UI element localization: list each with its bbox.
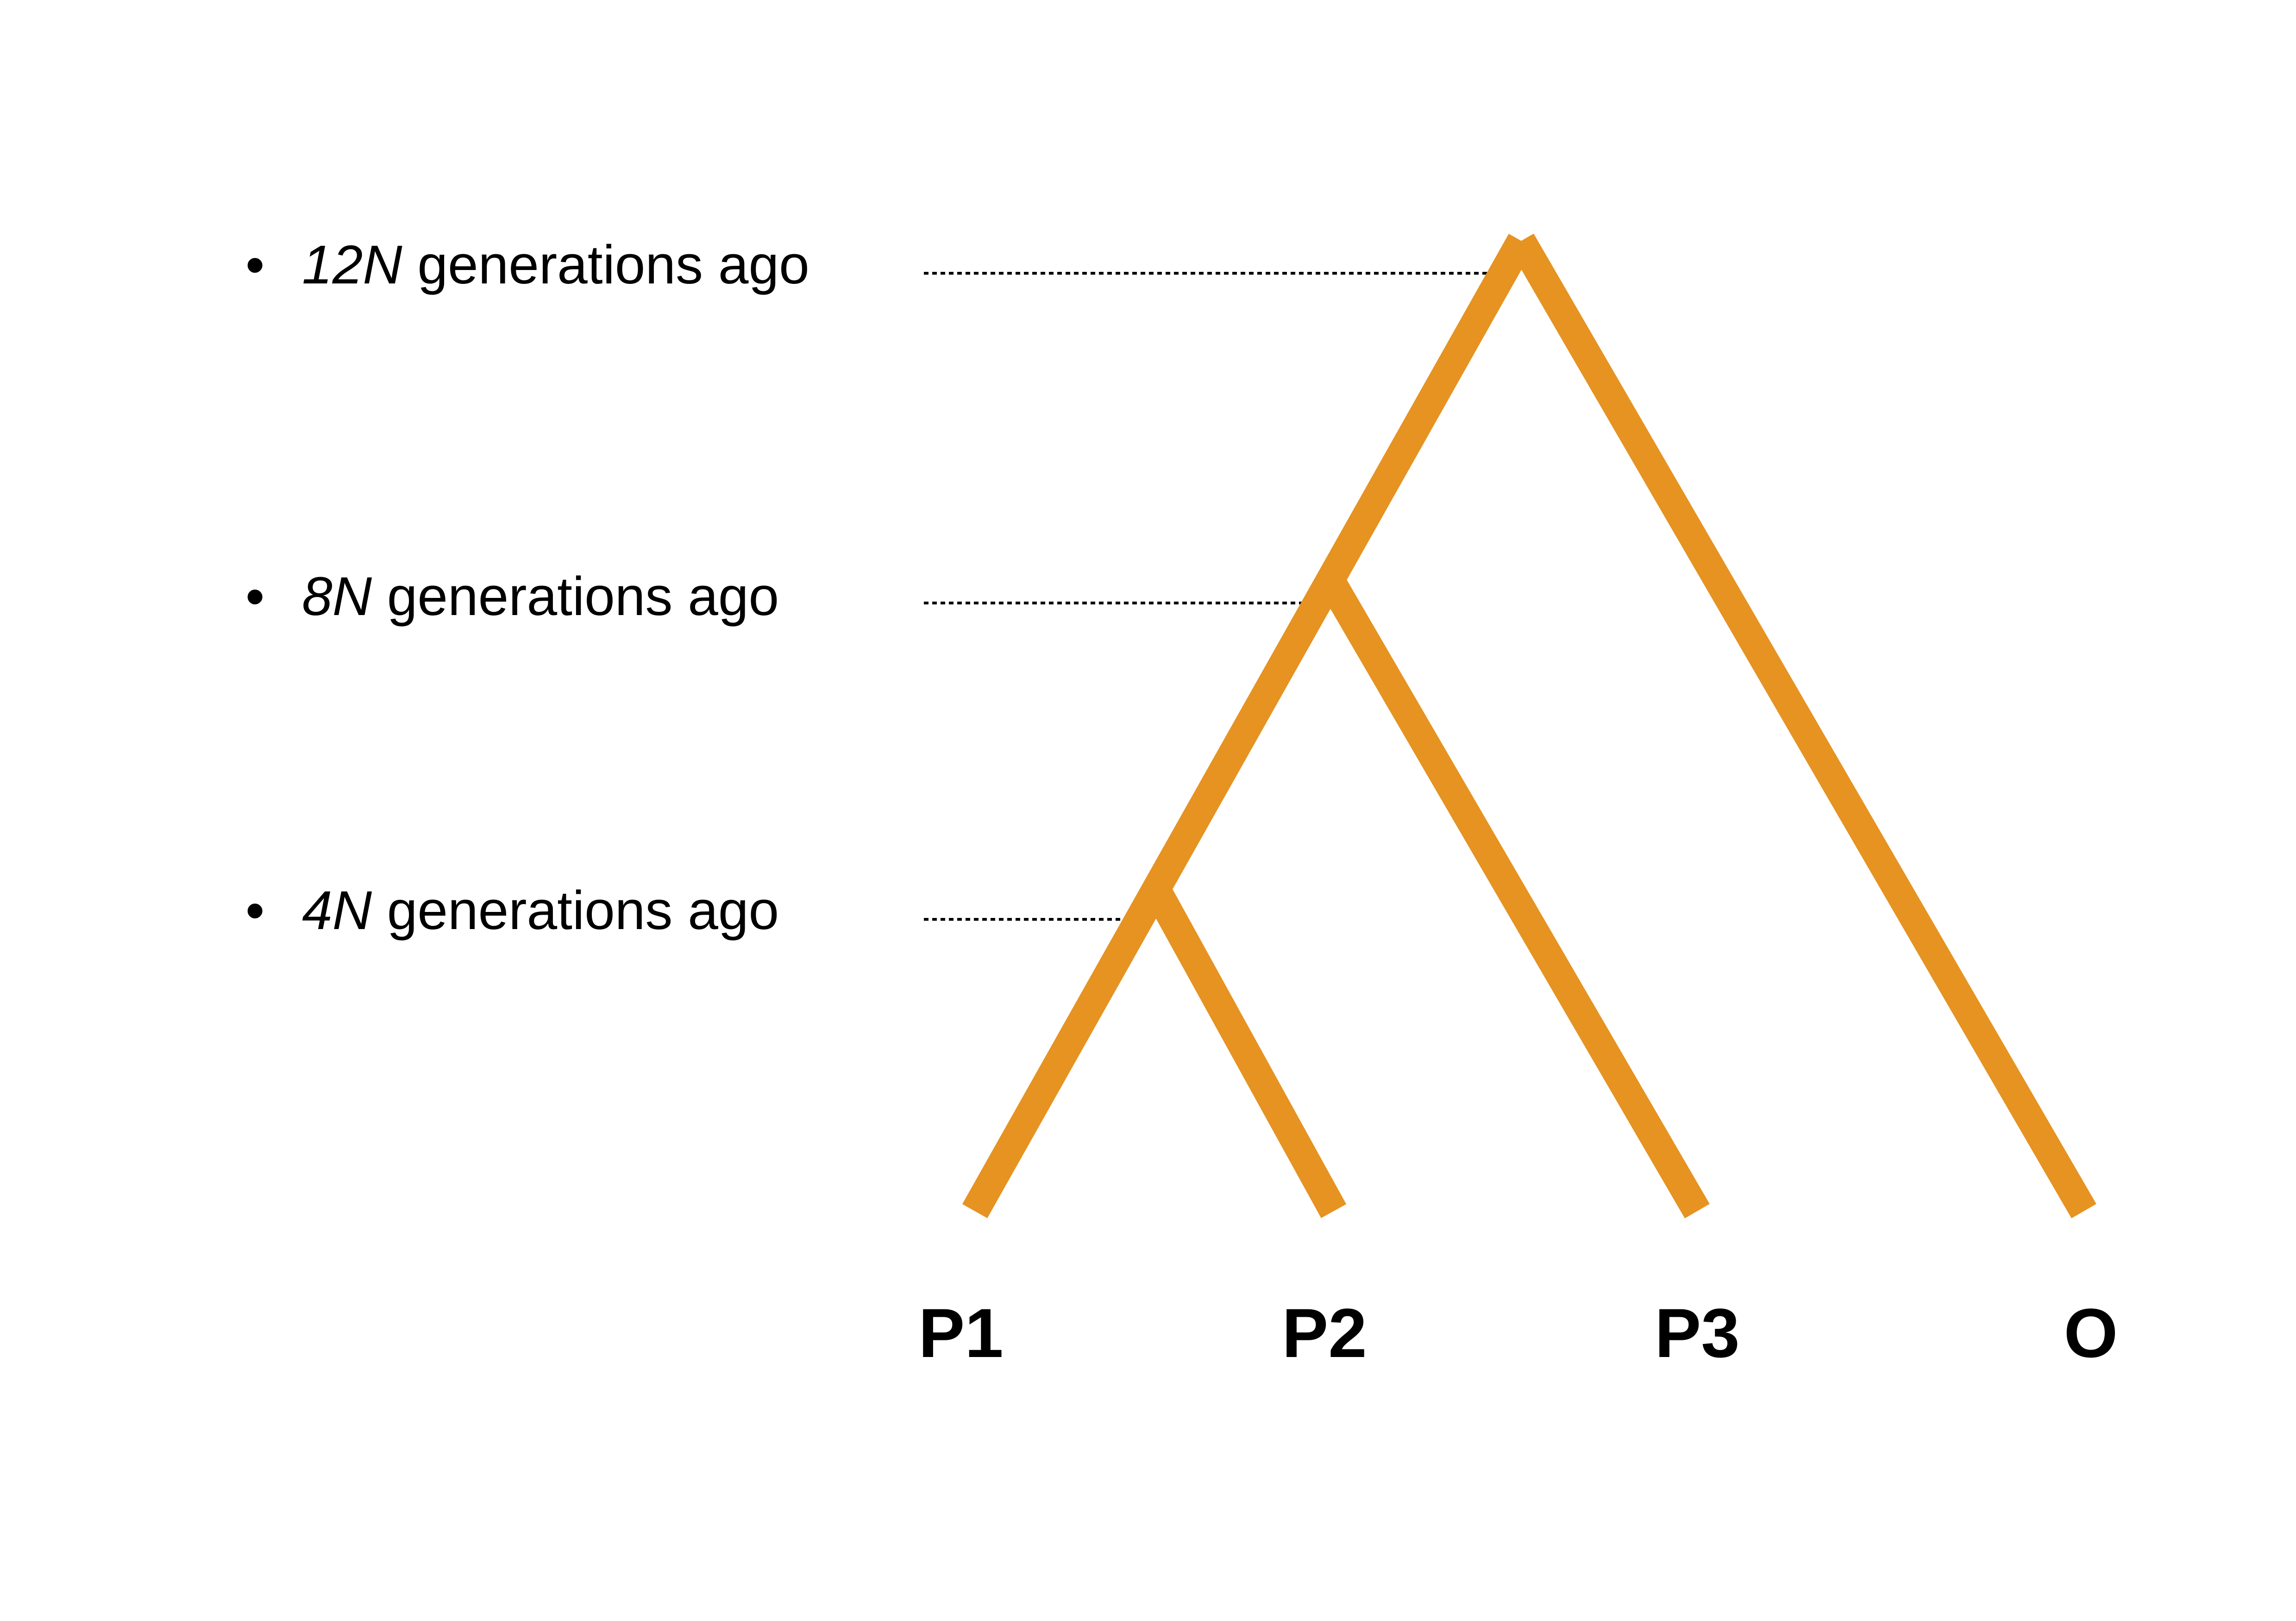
- time-label-12n-prefix: 12N: [302, 234, 402, 295]
- branch-p2: [1147, 889, 1347, 1218]
- time-label-12n: • 12N generations ago: [245, 234, 809, 295]
- branch-root-left: [962, 233, 1534, 1219]
- time-label-8n-prefix: 8N: [302, 566, 372, 627]
- taxon-label-p2: P2: [1282, 1294, 1367, 1372]
- time-label-4n-suffix: generations ago: [372, 880, 779, 941]
- time-label-12n-suffix: generations ago: [402, 234, 809, 295]
- bullet: •: [245, 880, 264, 941]
- bullet: •: [245, 566, 264, 627]
- taxon-label-o: O: [2064, 1294, 2118, 1372]
- bullet: •: [245, 234, 264, 295]
- time-label-4n-prefix: 4N: [302, 880, 372, 941]
- branch-root-right: [1509, 233, 2096, 1219]
- branch-p3: [1321, 578, 1710, 1219]
- taxon-label-p1: P1: [918, 1294, 1003, 1372]
- time-label-4n: • 4N generations ago: [245, 880, 779, 941]
- time-label-8n: • 8N generations ago: [245, 566, 779, 627]
- taxon-label-p3: P3: [1655, 1294, 1739, 1372]
- time-label-8n-suffix: generations ago: [372, 566, 779, 627]
